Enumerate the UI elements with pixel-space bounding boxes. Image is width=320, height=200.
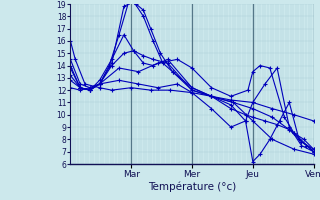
X-axis label: Température (°c): Température (°c) [148, 181, 236, 192]
